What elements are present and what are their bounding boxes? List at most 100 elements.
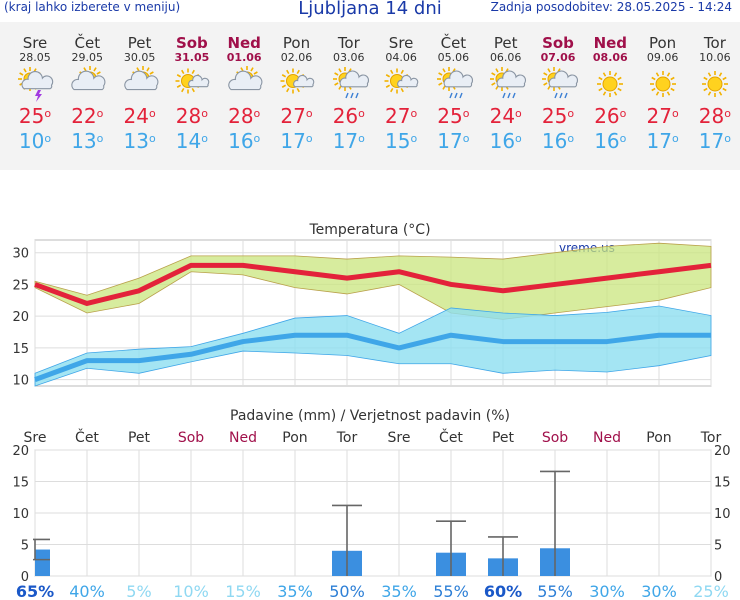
temp-y-tick-label: 25 — [12, 278, 29, 293]
precip-y-tick-label-left: 20 — [12, 444, 29, 459]
menu-hint[interactable]: (kraj lahko izberete v meniju) — [4, 0, 181, 14]
forecast-day: Sre 04.06 27o 15o — [375, 22, 427, 154]
day-name: Pet — [127, 34, 152, 52]
precip-probability-label: 40% — [69, 582, 105, 600]
temp-max: 24o — [489, 104, 522, 128]
day-date: 31.05 — [174, 51, 210, 64]
precipitation-chart-title: Padavine (mm) / Verjetnost padavin (%) — [230, 408, 510, 424]
temp-max: 26o — [594, 104, 627, 128]
temp-y-tick-label: 20 — [12, 310, 29, 325]
precip-x-tick-label: Sre — [24, 430, 47, 446]
temp-min: 14o — [175, 129, 208, 153]
tmin-line — [34, 332, 711, 382]
sun-small-cloud-icon — [166, 66, 218, 104]
forecast-day: Pon 09.06 27o 17o — [637, 22, 689, 154]
precip-probability-label: 30% — [641, 582, 677, 600]
day-date: 02.06 — [280, 51, 313, 64]
temp-min: 13o — [71, 129, 104, 153]
temp-y-tick-label: 15 — [12, 342, 29, 357]
sun-cloud-icon — [114, 66, 166, 104]
precip-probability-label: 5% — [126, 582, 151, 600]
day-name: Pon — [648, 34, 677, 52]
temp-max: 25o — [437, 104, 470, 128]
temp-max: 28o — [175, 104, 208, 128]
precip-x-tick-label: Sob — [542, 430, 568, 446]
day-date: 09.06 — [646, 51, 679, 64]
temp-min: 17o — [698, 129, 731, 153]
day-date: 29.05 — [71, 51, 104, 64]
precip-y-tick-label-left: 15 — [12, 476, 29, 491]
temp-max: 28o — [698, 104, 731, 128]
forecast-day: Sre 28.05 25o 10o — [9, 22, 61, 154]
temp-y-tick-label: 30 — [12, 247, 29, 262]
temp-min: 16o — [594, 129, 627, 153]
day-name: Ned — [593, 34, 628, 52]
forecast-day: Tor 03.06 26o 17o — [323, 22, 375, 154]
temperature-chart-title: Temperatura (°C) — [308, 222, 430, 238]
temp-min: 17o — [646, 129, 679, 153]
temp-max: 28o — [228, 104, 261, 128]
temp-min: 13o — [123, 129, 156, 153]
tmax-range-band — [34, 242, 712, 320]
day-date: 08.06 — [592, 51, 628, 64]
day-name: Sre — [22, 34, 48, 52]
temp-max: 24o — [123, 104, 156, 128]
sun-icon — [584, 66, 636, 104]
forecast-day: Ned 08.06 26o 16o — [584, 22, 636, 154]
forecast-day: Pet 06.06 24o 16o — [480, 22, 532, 154]
temp-max: 22o — [71, 104, 104, 128]
temp-min: 17o — [280, 129, 313, 153]
temp-min: 16o — [228, 129, 261, 153]
precip-probability-label: 25% — [693, 582, 729, 600]
precip-probability-label: 30% — [589, 582, 625, 600]
precip-x-tick-label: Čet — [75, 428, 99, 446]
day-date: 04.06 — [385, 51, 417, 64]
sun-cloud-icon — [61, 66, 113, 104]
sun-small-cloud-icon — [375, 66, 427, 104]
precip-probability-label: 50% — [329, 582, 365, 600]
page-title: Ljubljana 14 dni — [298, 0, 442, 19]
sun-cloud-rain-icon — [427, 66, 479, 104]
temp-y-tick-label: 10 — [12, 374, 29, 389]
precip-probability-label: 35% — [381, 582, 417, 600]
temp-max: 25o — [18, 104, 52, 128]
day-name: Sob — [542, 34, 574, 52]
precip-x-tick-label: Ned — [229, 430, 257, 446]
temp-min: 17o — [332, 129, 365, 153]
forecast-day: Čet 05.06 25o 17o — [427, 22, 479, 154]
sun-cloud-rain-icon — [480, 66, 532, 104]
precip-x-tick-label: Čet — [439, 428, 463, 446]
day-name: Čet — [74, 34, 101, 52]
day-date: 05.06 — [437, 51, 470, 64]
day-date: 30.05 — [123, 51, 156, 64]
sun-small-cloud-icon — [271, 66, 323, 104]
temp-min: 16o — [489, 129, 522, 153]
forecast-strip: Sre 28.05 25o 10o Čet 29.05 22o 13o Pet 30.05 24o 1… — [0, 22, 740, 170]
temp-max: 27o — [646, 104, 679, 128]
precip-y-tick-label-left: 10 — [12, 507, 29, 522]
forecast-day: Pon 02.06 27o 17o — [271, 22, 323, 154]
precip-bar — [35, 549, 50, 576]
precip-probability-label: 10% — [173, 582, 209, 600]
sun-cloud-rain-icon — [532, 66, 584, 104]
precip-probability-label: 55% — [433, 582, 469, 600]
temp-min: 10o — [18, 129, 52, 153]
sun-icon — [689, 66, 740, 104]
day-name: Čet — [440, 34, 467, 52]
precip-y-tick-label-right: 15 — [714, 476, 731, 491]
sun-icon — [637, 66, 689, 104]
day-date: 01.06 — [226, 51, 262, 64]
precipitation-chart: Padavine (mm) / Verjetnost padavin (%) Sr… — [12, 408, 730, 600]
temp-max: 25o — [541, 104, 575, 128]
temp-max: 27o — [385, 104, 418, 128]
precip-y-tick-label-left: 5 — [21, 539, 29, 554]
sun-cloud-icon — [218, 66, 270, 104]
tmax-line — [34, 262, 712, 306]
precip-y-tick-label-left: 0 — [21, 570, 29, 585]
day-name: Ned — [227, 34, 261, 52]
precip-x-tick-label: Pon — [282, 430, 307, 446]
precip-y-tick-label-right: 10 — [714, 507, 731, 522]
day-date: 28.05 — [19, 51, 51, 64]
